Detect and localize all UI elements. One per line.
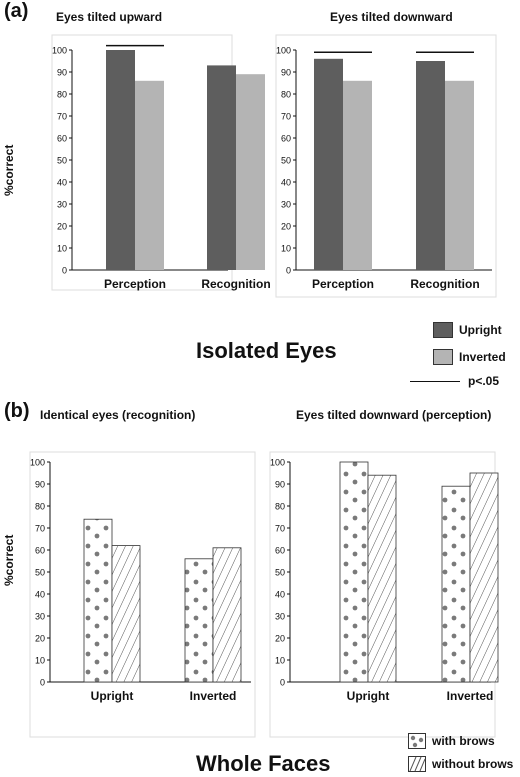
y-tick-label: 100 [52, 46, 67, 56]
y-tick-label: 10 [275, 656, 285, 666]
chart-frame [275, 34, 497, 298]
x-category-label: Perception [104, 277, 166, 291]
chart-3: 0 10 20 30 40 50 60 70 80 90 100 Upright Inverted [29, 451, 256, 738]
y-tick-label: 80 [35, 502, 45, 512]
x-category-label: Upright [347, 689, 390, 703]
legend-label-inverted: Inverted [459, 350, 506, 364]
chart-frame [29, 451, 256, 738]
y-tick-label: 20 [57, 222, 67, 232]
y-tick-label: 50 [57, 156, 67, 166]
x-category-label: Recognition [410, 277, 479, 291]
chart-2: 0 10 20 30 40 50 60 70 80 90 100 Perception Recognit… [275, 34, 497, 298]
bar-upright-recognition [207, 65, 236, 271]
bar-with-brows-upright [339, 461, 369, 683]
bar-inverted-recognition [445, 80, 474, 270]
y-tick-label: 40 [35, 590, 45, 600]
legend-swatch-upright [433, 322, 453, 338]
y-tick-label: 80 [281, 90, 291, 100]
y-tick-label: 10 [57, 244, 67, 254]
y-tick-label: 90 [57, 68, 67, 78]
y-tick-label: 100 [270, 458, 285, 468]
y-tick-label: 60 [275, 546, 285, 556]
section-title-whole-faces: Whole Faces [196, 751, 331, 776]
legend-label-without-brows: without brows [432, 757, 514, 771]
panel-b-label: (b) [4, 400, 30, 422]
bar-inverted-perception [135, 80, 164, 270]
y-tick-label: 0 [62, 266, 67, 276]
significance-line-sample [410, 380, 460, 382]
chart-2-title: Eyes tilted downward [330, 10, 453, 24]
chart-1: 0 10 20 30 40 50 60 70 80 90 100 Perception Recognit… [51, 34, 271, 291]
y-tick-label: 30 [281, 200, 291, 210]
y-tick-label: 40 [275, 590, 285, 600]
y-tick-label: 20 [281, 222, 291, 232]
legend-item-inverted: Inverted [433, 349, 506, 365]
x-category-label: Recognition [201, 277, 270, 291]
legend-item-with-brows: with brows [408, 733, 495, 749]
y-tick-label: 100 [276, 46, 291, 56]
y-tick-label: 20 [275, 634, 285, 644]
y-tick-label: 90 [281, 68, 291, 78]
y-tick-label: 70 [275, 524, 285, 534]
y-tick-label: 90 [35, 480, 45, 490]
y-tick-label: 10 [35, 656, 45, 666]
y-tick-label: 70 [281, 112, 291, 122]
chart-4: 0 10 20 30 40 50 60 70 80 90 100 Upright Inverted [269, 451, 499, 738]
legend-label-with-brows: with brows [432, 734, 495, 748]
chart-1-ylabel: %correct [2, 144, 16, 196]
y-tick-label: 30 [35, 612, 45, 622]
y-tick-label: 0 [280, 678, 285, 688]
legend-item-upright: Upright [433, 322, 502, 338]
bar-without-brows-upright [367, 474, 397, 683]
y-tick-label: 90 [275, 480, 285, 490]
bar-without-brows-inverted [469, 472, 499, 683]
y-tick-label: 50 [275, 568, 285, 578]
bar-upright-perception [106, 50, 135, 270]
y-tick-label: 60 [35, 546, 45, 556]
y-tick-label: 70 [35, 524, 45, 534]
bar-inverted-perception [343, 80, 372, 270]
bar-with-brows-inverted [184, 558, 214, 683]
y-tick-label: 60 [57, 134, 67, 144]
x-category-label: Inverted [190, 689, 237, 703]
x-category-label: Inverted [447, 689, 494, 703]
bar-upright-recognition [416, 61, 445, 270]
y-tick-label: 70 [57, 112, 67, 122]
legend-swatch-with-brows [408, 733, 426, 749]
y-tick-label: 40 [281, 178, 291, 188]
chart-3-ylabel: %correct [2, 534, 16, 586]
legend-swatch-inverted [433, 349, 453, 365]
y-tick-label: 100 [30, 458, 45, 468]
chart-1-title: Eyes tilted upward [56, 10, 163, 24]
y-tick-label: 0 [40, 678, 45, 688]
chart-3-title: Identical eyes (recognition) [40, 408, 196, 422]
x-category-label: Perception [312, 277, 374, 291]
bar-with-brows-upright [83, 518, 113, 683]
y-tick-label: 50 [35, 568, 45, 578]
bar-without-brows-inverted [212, 547, 242, 683]
legend-item-without-brows: without brows [408, 756, 513, 772]
legend-label-significance: p<.05 [468, 374, 500, 388]
legend-swatch-without-brows [408, 756, 426, 772]
y-tick-label: 60 [281, 134, 291, 144]
chart-4-title: Eyes tilted downward (perception) [296, 408, 492, 422]
bar-upright-perception [314, 58, 343, 270]
y-tick-label: 30 [57, 200, 67, 210]
y-tick-label: 50 [281, 156, 291, 166]
bar-inverted-recognition [236, 74, 265, 270]
y-tick-label: 30 [275, 612, 285, 622]
legend-item-significance: p<.05 [410, 374, 499, 388]
y-tick-label: 10 [281, 244, 291, 254]
y-tick-label: 80 [57, 90, 67, 100]
bar-with-brows-inverted [441, 485, 471, 683]
legend-label-upright: Upright [459, 323, 502, 337]
y-tick-label: 0 [286, 266, 291, 276]
section-title-isolated-eyes: Isolated Eyes [196, 338, 337, 363]
y-tick-label: 80 [275, 502, 285, 512]
y-tick-label: 20 [35, 634, 45, 644]
panel-a-label: (a) [4, 0, 29, 22]
y-tick-label: 40 [57, 178, 67, 188]
bar-without-brows-upright [111, 545, 141, 683]
x-category-label: Upright [91, 689, 134, 703]
